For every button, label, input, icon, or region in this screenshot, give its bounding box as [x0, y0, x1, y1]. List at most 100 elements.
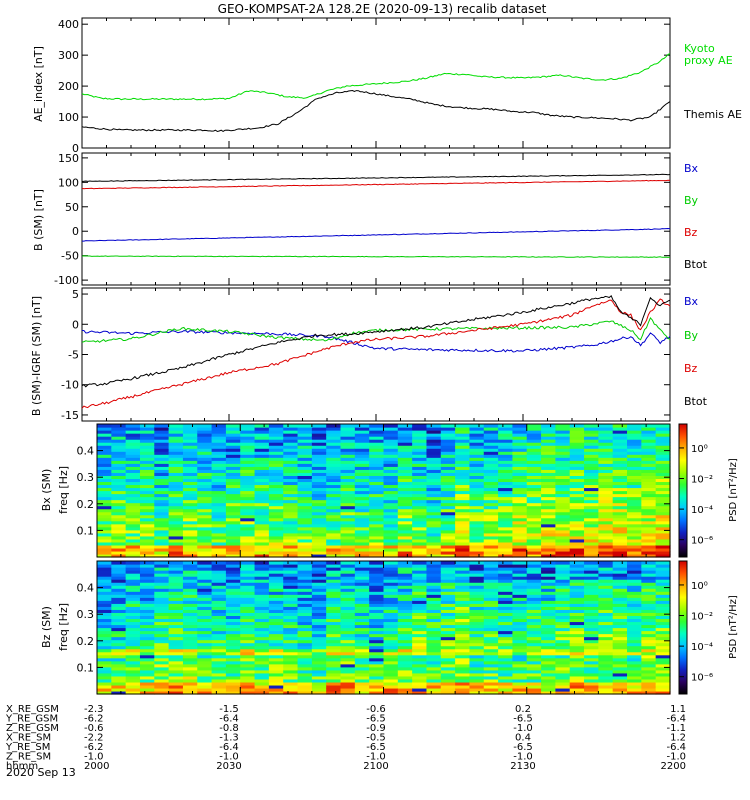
spectrogram-cell — [311, 484, 327, 489]
spectrogram-cell — [412, 672, 428, 677]
spectrogram-cell — [168, 618, 184, 623]
ephemeris-value: -2.2 — [84, 733, 104, 744]
spectrogram-cell — [197, 457, 213, 461]
spectrogram-cell — [254, 481, 270, 486]
spectrogram-cell — [483, 567, 499, 571]
spectrogram-cell — [469, 678, 485, 683]
spectrogram-cell — [426, 508, 442, 513]
spectrogram-cell — [383, 427, 399, 431]
spectrogram-cell — [211, 678, 227, 683]
spectrogram-cell — [283, 612, 299, 617]
spectrogram-cell — [641, 526, 657, 531]
spectrogram-cell — [397, 597, 413, 601]
spectrogram-cell — [483, 472, 499, 476]
spectrogram-cell — [97, 553, 112, 558]
spectrogram-cell — [225, 591, 241, 595]
spectrogram-cell — [426, 478, 442, 483]
spectrogram-cell — [440, 439, 456, 443]
spectrogram-cell — [97, 532, 112, 537]
spectrogram-cell — [254, 594, 270, 598]
spectrogram-cell — [225, 612, 241, 617]
spectrogram-cell — [254, 517, 270, 522]
spectrogram-cell — [254, 544, 270, 549]
spectrogram-cell — [225, 642, 241, 647]
spectrogram-cell — [354, 573, 370, 577]
spectrogram-cell — [139, 529, 155, 534]
spectrogram-cell — [412, 490, 428, 495]
spectrogram-cell — [483, 487, 499, 492]
series-line-btot — [81, 173, 671, 182]
spectrogram-cell — [541, 573, 556, 577]
spectrogram-cell — [627, 594, 642, 598]
spectrogram-cell — [240, 463, 256, 467]
spectrogram-cell — [354, 633, 370, 638]
spectrogram-cell — [397, 651, 413, 656]
spectrogram-cell — [326, 535, 342, 540]
spectrogram-cell — [612, 651, 628, 656]
spectrogram-cell — [455, 511, 471, 516]
spectrogram-cell — [612, 550, 628, 555]
spectrogram-cell — [125, 502, 141, 507]
spectrogram-cell — [526, 600, 542, 604]
spectrogram-cell — [197, 678, 213, 683]
spectrogram-cell — [469, 490, 485, 495]
spectrogram-cell — [311, 576, 327, 580]
spectrogram-cell — [125, 511, 141, 516]
spectrogram-cell — [240, 567, 256, 571]
spectrogram-cell — [154, 588, 170, 592]
spectrogram-cell — [182, 657, 198, 662]
spectrogram-cell — [440, 532, 456, 537]
spectrogram-cell — [182, 532, 198, 537]
spectrogram-cell — [154, 597, 170, 601]
spectrogram-cell — [512, 430, 528, 434]
spectrogram-cell — [397, 454, 413, 458]
spectrogram-cell — [627, 579, 642, 583]
spectrogram-cell — [369, 657, 385, 662]
spectrogram-cell — [412, 621, 428, 626]
spectrogram-cell — [455, 654, 471, 659]
spectrogram-cell — [139, 594, 155, 598]
spectrogram-cell — [512, 478, 528, 483]
spectrogram-cell — [627, 618, 642, 623]
spectrogram-cell — [283, 660, 299, 665]
spectrogram-cell — [139, 508, 155, 513]
spectrogram-cell — [97, 573, 112, 577]
spectrogram-cell — [139, 603, 155, 607]
spectrogram-cell — [440, 582, 456, 586]
spectrogram-cell — [340, 550, 356, 555]
spectrogram-cell — [569, 550, 585, 555]
spectrogram-cell — [254, 427, 270, 431]
spectrogram-cell — [541, 651, 556, 656]
spectrogram-cell — [526, 585, 542, 589]
spectrogram-cell — [397, 576, 413, 580]
spectrogram-cell — [154, 469, 170, 473]
ae-index-frame — [81, 17, 671, 149]
spectrogram-cell — [97, 535, 112, 540]
spectrogram-cell — [569, 493, 585, 498]
spectrogram-cell — [369, 499, 385, 504]
spectrogram-cell — [340, 591, 356, 595]
spectrogram-cell — [311, 439, 327, 443]
spectrogram-cell — [426, 436, 442, 440]
spectrogram-cell — [125, 600, 141, 604]
spectrogram-cell — [340, 508, 356, 513]
spectrogram-cell — [655, 627, 671, 632]
spectrogram-cell — [555, 642, 571, 647]
spectrogram-cell — [139, 517, 155, 522]
spectrogram-cell — [182, 684, 198, 689]
spectrogram-cell — [483, 657, 499, 662]
spectrogram-cell — [612, 600, 628, 604]
spectrogram-cell — [268, 439, 284, 443]
spectrogram-cell — [541, 684, 556, 689]
spectrogram-cell — [197, 541, 213, 546]
spectrogram-cell — [541, 579, 556, 583]
spectrogram-cell — [612, 517, 628, 522]
spectrogram-cell — [182, 642, 198, 647]
spectrogram-cell — [526, 535, 542, 540]
spectrogram-cell — [125, 454, 141, 458]
spectrogram-cell — [111, 469, 127, 473]
spectrogram-cell — [541, 603, 556, 607]
spectrogram-cell — [340, 669, 356, 674]
spectrogram-cell — [168, 684, 184, 689]
spectrogram-cell — [125, 564, 141, 568]
